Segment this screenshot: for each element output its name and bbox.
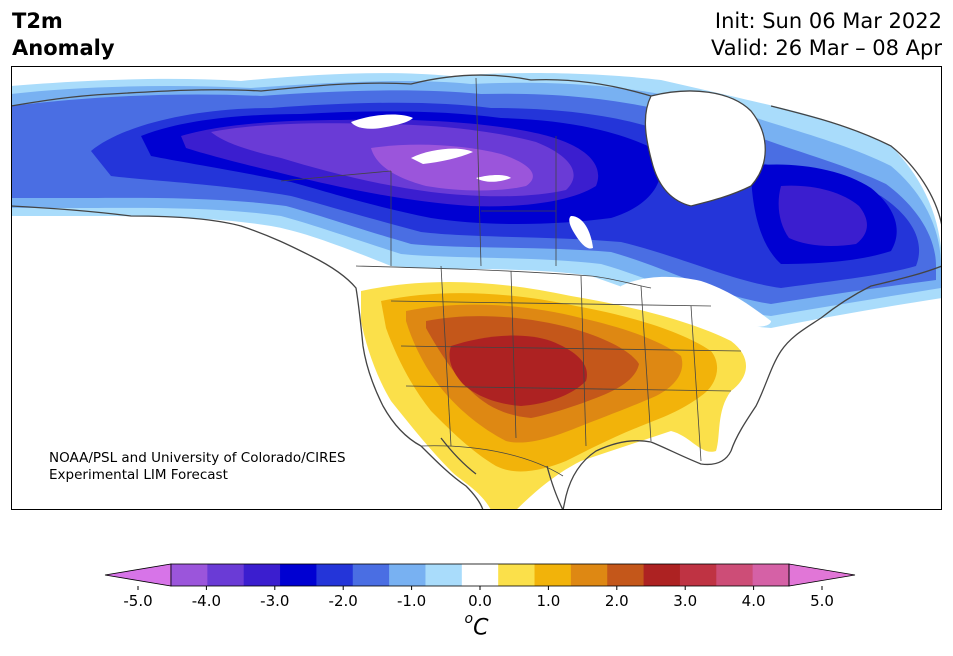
colorbar-tick-label: -1.0	[397, 592, 426, 610]
colorbar-segment	[316, 564, 354, 586]
credit-line-1: NOAA/PSL and University of Colorado/CIRE…	[49, 450, 346, 466]
map-title: T2m Anomaly	[12, 8, 115, 62]
colorbar-segment	[570, 564, 608, 586]
colorbar-tick-label: 4.0	[742, 592, 766, 610]
lake-athabasca	[476, 175, 511, 182]
credit: NOAA/PSL and University of Colorado/CIRE…	[49, 450, 346, 484]
title-line-1: T2m	[12, 9, 63, 33]
anomaly-map	[11, 66, 942, 510]
colorbar-segment	[498, 564, 536, 586]
colorbar-unit: oC	[0, 611, 953, 641]
init-date: Init: Sun 06 Mar 2022	[714, 9, 942, 33]
lake-winnipeg	[569, 216, 593, 249]
colorbar-tick-label: 0.0	[468, 592, 492, 610]
valid-date: Valid: 26 Mar – 08 Apr	[711, 36, 942, 60]
colorbar-segment	[643, 564, 681, 586]
colorbar-tick-label: -4.0	[192, 592, 221, 610]
title-line-2: Anomaly	[12, 36, 115, 60]
colorbar-tick-label: 3.0	[673, 592, 697, 610]
colorbar-extend-max	[788, 563, 856, 587]
lake-inland	[411, 148, 473, 164]
coastlines	[11, 74, 942, 510]
great-slave-lake	[351, 114, 413, 129]
colorbar-extend-min	[104, 563, 172, 587]
colorbar-segment	[389, 564, 426, 586]
colorbar: -5.0 -4.0 -3.0 -2.0 -1.0 0.0 1.0 2.0 3.0 4.0 5.0	[104, 563, 856, 610]
colorbar-segment	[716, 564, 754, 586]
political-borders	[280, 77, 742, 477]
colorbar-tick-label: 2.0	[605, 592, 629, 610]
colorbar-tick-label: -5.0	[123, 592, 152, 610]
colorbar-segment	[679, 564, 717, 586]
colorbar-tick-label: -3.0	[260, 592, 289, 610]
credit-line-2: Experimental LIM Forecast	[49, 467, 228, 483]
colorbar-segment	[280, 564, 317, 586]
colorbar-tick-label: 5.0	[810, 592, 834, 610]
colorbar-segment	[243, 564, 281, 586]
great-lakes	[620, 276, 771, 328]
colorbar-segment	[752, 564, 790, 586]
colorbar-segment	[207, 564, 245, 586]
unit-degree: o	[464, 611, 474, 627]
colorbar-segment	[461, 564, 499, 586]
date-info: Init: Sun 06 Mar 2022 Valid: 26 Mar – 08…	[711, 8, 942, 62]
colorbar-segment	[171, 564, 208, 586]
colorbar-segment	[607, 564, 645, 586]
unit-celsius: C	[473, 615, 489, 641]
hudson-bay	[645, 91, 766, 206]
colorbar-segment	[534, 564, 572, 586]
colorbar-tick-label: 1.0	[536, 592, 560, 610]
colorbar-segment	[425, 564, 463, 586]
colorbar-tick-label: -2.0	[329, 592, 358, 610]
colorbar-segment	[352, 564, 390, 586]
